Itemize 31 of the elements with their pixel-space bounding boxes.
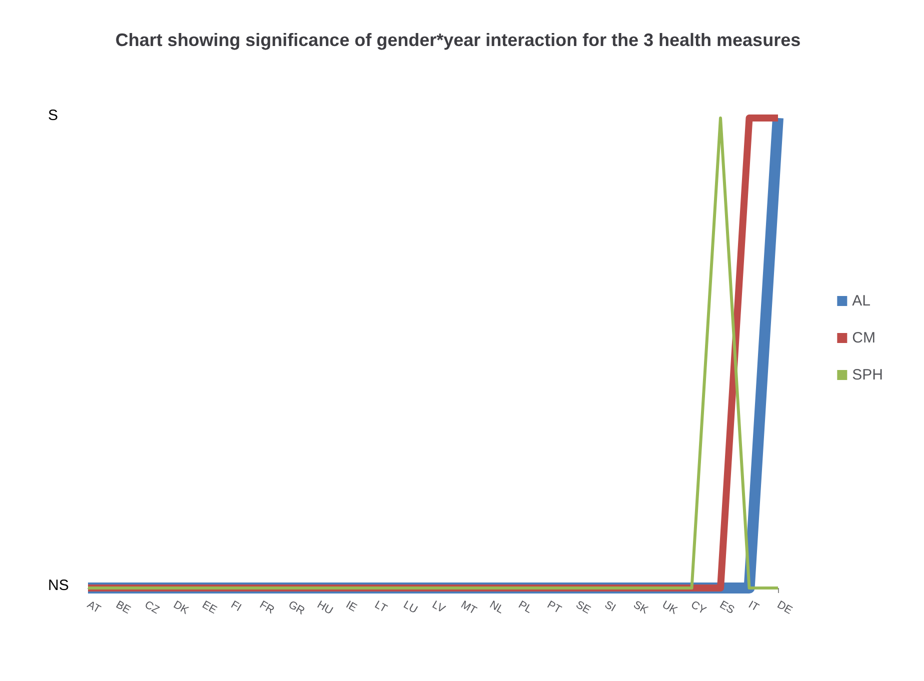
- x-tick-label: SE: [574, 598, 592, 617]
- x-tick-label: NL: [488, 598, 506, 616]
- x-tick-label: SI: [602, 598, 618, 614]
- text: NS: [48, 577, 69, 594]
- x-tick-label: IE: [344, 598, 359, 614]
- x-tick-label: SK: [631, 598, 651, 617]
- x-tick-label: BE: [114, 598, 132, 617]
- x-tick-label: IT: [746, 598, 761, 614]
- x-tick-label: PL: [516, 598, 534, 616]
- x-tick-label: CZ: [142, 598, 162, 617]
- x-tick-label: ES: [718, 598, 736, 617]
- x-tick-label: UK: [660, 598, 680, 618]
- text: S: [48, 107, 58, 124]
- x-tick-label: AT: [85, 598, 103, 616]
- legend-label: CM: [852, 330, 876, 346]
- legend-label: SPH: [852, 366, 883, 384]
- x-tick-label: DE: [775, 598, 794, 617]
- x-tick-label: DK: [171, 598, 192, 618]
- x-tick-label: FR: [258, 598, 276, 617]
- x-tick-label: MT: [458, 598, 479, 618]
- x-tick-label: EE: [200, 598, 219, 617]
- x-tick-label: LV: [430, 598, 448, 616]
- x-tick-label: PT: [545, 598, 564, 616]
- x-tick-label: LT: [372, 598, 390, 616]
- x-tick-label: GR: [286, 598, 307, 618]
- legend-label: AL: [852, 292, 871, 310]
- x-tick-label: LU: [401, 598, 420, 616]
- x-tick-label: HU: [315, 598, 335, 618]
- chart-title: Chart showing significance of gender*year interaction for the 3 health measures: [115, 30, 801, 50]
- x-tick-label: CY: [688, 598, 709, 618]
- x-tick-label: FI: [228, 598, 244, 614]
